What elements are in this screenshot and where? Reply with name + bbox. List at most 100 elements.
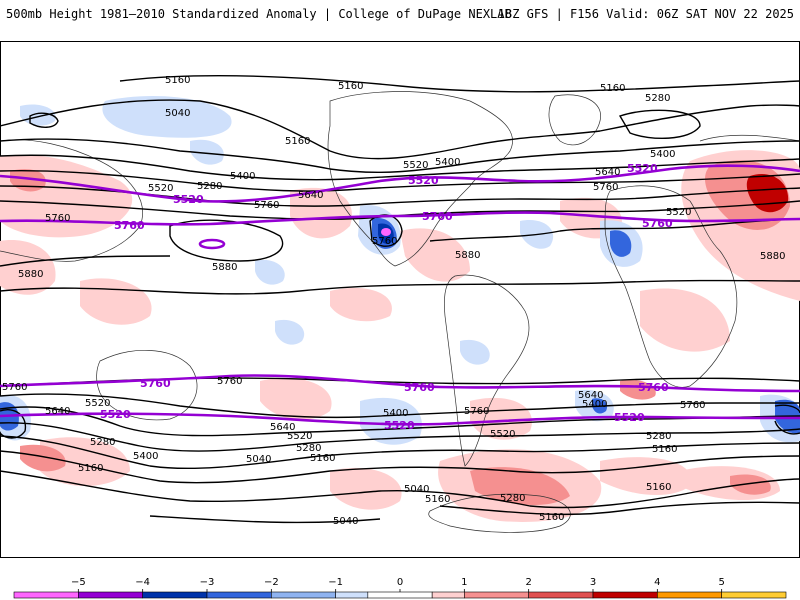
contour-5520-north: [0, 164, 800, 203]
colorbar-tick-label: 4: [654, 577, 660, 588]
anomaly-area: [255, 259, 285, 285]
colorbar-segment: [592, 591, 658, 599]
contour-label: 5400: [582, 399, 607, 410]
contour-5880-ring: [198, 238, 226, 250]
contour-label: 5880: [212, 262, 237, 273]
extreme-negative-areas: [381, 228, 391, 236]
colorbar-tick-label: −3: [200, 577, 215, 588]
contour-label-purple: 5760: [422, 210, 453, 223]
anomaly-area: [330, 287, 392, 322]
contour-line: [0, 138, 800, 174]
europe-africa-coast: [604, 185, 738, 388]
colorbar-tick-label: 3: [590, 577, 596, 588]
contour-line: [0, 393, 800, 419]
contour-label: 5640: [578, 390, 603, 401]
contour-label: 5280: [197, 181, 222, 192]
contour-label: 5760: [45, 213, 70, 224]
contour-label: 5400: [230, 171, 255, 182]
anomaly-area: [600, 457, 692, 496]
contour-label: 5040: [246, 454, 271, 465]
contour-label-purple: 5520: [384, 419, 415, 432]
contour-label: 5880: [455, 250, 480, 261]
contour-label: 5040: [333, 516, 358, 527]
anomaly-area: [20, 444, 66, 472]
contour-label: 5640: [45, 406, 70, 417]
colorbar-segment: [335, 591, 369, 599]
contour-label: 5880: [18, 269, 43, 280]
contour-label: 5160: [165, 75, 190, 86]
contour-labels-black: 5160 5160 5160 5040 5160 5280 5400 5400 …: [2, 75, 785, 527]
contour-5520-south: [0, 412, 800, 426]
contour-label: 5160: [600, 83, 625, 94]
contour-label: 5400: [435, 157, 460, 168]
contour-label: 5160: [425, 494, 450, 505]
contour-label: 5760: [464, 406, 489, 417]
contour-label: 5520: [403, 160, 428, 171]
contour-line: [0, 279, 800, 295]
colorbar-segment: [721, 591, 787, 599]
contour-label: 5400: [133, 451, 158, 462]
contour-label-purple: 5760: [404, 381, 435, 394]
anomaly-area: [20, 104, 56, 126]
contour-labels-purple: 5520 5520 5520 5760 5760 5760 5760 5760 …: [100, 162, 673, 432]
contour-label: 5160: [78, 463, 103, 474]
contour-label: 5280: [500, 493, 525, 504]
anomaly-area: [730, 474, 771, 495]
anomaly-area: [360, 397, 422, 445]
contour-line: [29, 112, 59, 128]
colorbar-segment: [367, 591, 433, 599]
contour-label: 5520: [490, 429, 515, 440]
contour-5760-north: [0, 211, 800, 226]
greenland-coast: [548, 94, 601, 146]
colorbar-segment: [13, 591, 79, 599]
contour-label: 5400: [383, 408, 408, 419]
contour-line: [0, 435, 800, 470]
contour-line: [0, 154, 800, 181]
anomaly-area: [330, 467, 402, 510]
anomaly-area: [610, 230, 632, 257]
anomaly-area: [102, 96, 232, 138]
header-bar: 500mb Height 1981–2010 Standardized Anom…: [0, 0, 800, 28]
colorbar-segment: [464, 591, 529, 599]
australia-coast: [96, 349, 198, 421]
colorbar-tick-label: 1: [461, 577, 467, 588]
anomaly-area: [275, 319, 305, 345]
contour-label: 5400: [650, 149, 675, 160]
contour-label-purple: 5760: [114, 219, 145, 232]
contour-label-purple: 5760: [638, 381, 669, 394]
anomaly-area: [290, 187, 352, 239]
colorbar-segment: [271, 591, 336, 599]
contour-label-purple: 5520: [614, 411, 645, 424]
anomaly-map: 5160 5160 5160 5040 5160 5280 5400 5400 …: [0, 41, 800, 558]
colorbar-tick-label: −4: [135, 577, 150, 588]
colorbar-segments: [13, 591, 787, 599]
contour-line: [0, 406, 800, 437]
contour-line: [0, 470, 800, 509]
colorbar-segment: [78, 591, 143, 599]
contour-label-purple: 5760: [140, 377, 171, 390]
colorbar-tick-label: 2: [525, 577, 531, 588]
anomaly-area: [620, 379, 656, 400]
antarctica-coast: [428, 493, 571, 533]
colorbar-tick-label: −2: [264, 577, 279, 588]
contour-label: 5880: [760, 251, 785, 262]
contour-label: 5520: [666, 207, 691, 218]
colorbar-tick-label: −1: [328, 577, 343, 588]
contour-label: 5640: [298, 190, 323, 201]
contour-line: [0, 99, 800, 160]
contour-line: [0, 450, 800, 484]
colorbar-tick-labels: −5 −4 −3 −2 −1 0 1 2 3 4 5: [71, 577, 725, 588]
contour-label: 5760: [593, 182, 618, 193]
colorbar-segment: [657, 591, 722, 599]
anomaly-area: [400, 228, 470, 282]
colorbar-segment: [431, 591, 465, 599]
contour-label: 5640: [595, 167, 620, 178]
contour-label: 5280: [645, 93, 670, 104]
anomaly-area: [190, 139, 224, 165]
contour-label: 5760: [254, 200, 279, 211]
colorbar-segment: [528, 591, 594, 599]
anomaly-area: [470, 467, 570, 506]
contour-label: 5520: [148, 183, 173, 194]
contour-label: 5160: [338, 81, 363, 92]
contour-label-purple: 5760: [642, 217, 673, 230]
